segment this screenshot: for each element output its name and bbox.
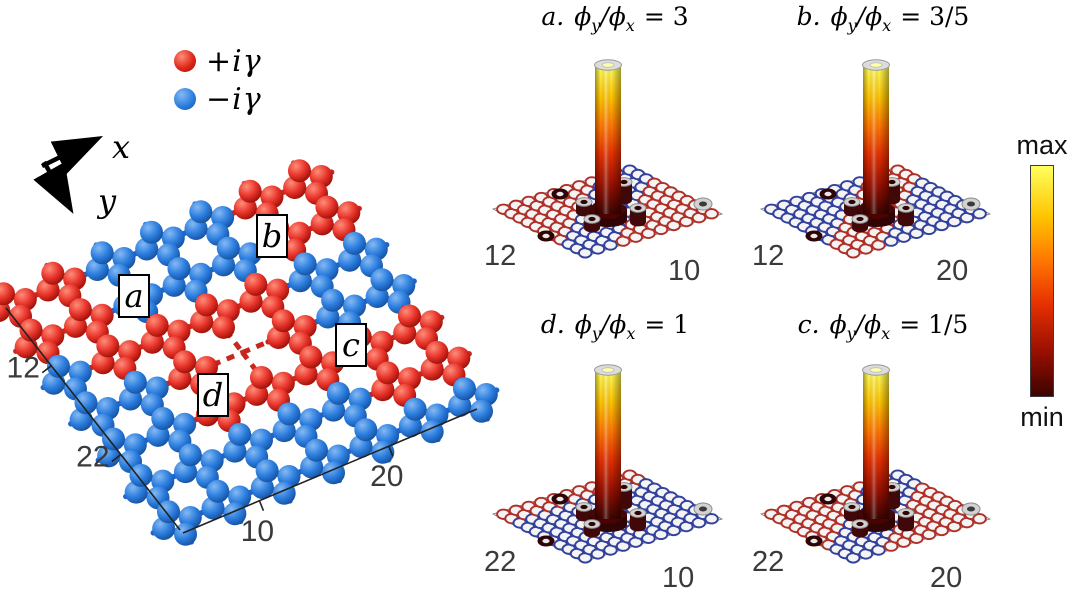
legend-row-gain: +iγ (174, 42, 262, 80)
lattice-cluster (62, 298, 116, 344)
subplot-b-title: b. ϕy/ϕx = 3/5 (796, 2, 970, 35)
site-label-a: a (118, 274, 150, 318)
subplot-a-index: a. (541, 2, 565, 31)
subplot-b: b. ϕy/ϕx = 3/5 12 20 (748, 0, 1018, 296)
lattice-cluster (68, 391, 121, 437)
lattice-clusters (0, 159, 500, 546)
colorbar-min-label: min (1020, 402, 1064, 432)
lattice-cluster (172, 443, 226, 489)
lattice-cluster (347, 418, 401, 464)
subplot-c-right-tick: 20 (930, 562, 963, 594)
lattice-cluster (309, 195, 362, 242)
subplot-b-right-tick: 20 (936, 255, 969, 287)
x-axis-arrow (41, 136, 104, 174)
lattice-panel: 12 22 10 20 xy a b d c (0, 128, 500, 548)
subplot-a-flux-ratio: = 3 (643, 2, 689, 31)
svg-text:b: b (262, 217, 282, 255)
subplot-c-plot (759, 364, 992, 564)
gain-site-label: +iγ (206, 43, 262, 79)
subplot-a-left-tick: 12 (484, 240, 517, 272)
subplot-d-flux-ratio: = 1 (644, 310, 690, 339)
lattice-cluster (446, 377, 500, 423)
lattice-cluster (249, 459, 303, 505)
subplot-c-index: c. (797, 310, 820, 339)
lattice-axes: 12 22 10 20 (5, 307, 478, 548)
orientation-arrows: xy (33, 128, 130, 220)
lattice-cluster (271, 402, 324, 448)
gain-site-icon (174, 50, 196, 72)
subplot-c-flux-ratio: = 1/5 (899, 310, 969, 339)
lattice-axis-tick: 12 (7, 352, 40, 385)
subplot-a: a. ϕy/ϕx = 3 12 10 (480, 0, 750, 296)
site-label-c: c (335, 323, 367, 367)
lattice-axis-tick: 22 (76, 441, 109, 474)
lattice-cluster (144, 407, 198, 453)
loss-site-label: −iγ (206, 81, 262, 117)
subplot-b-left-tick: 12 (752, 240, 785, 272)
density-plot (491, 364, 724, 564)
lattice-cluster (314, 288, 368, 335)
svg-text:c: c (342, 326, 360, 364)
subplot-c-title: c. ϕy/ϕx = 1/5 (797, 310, 969, 343)
x-axis-label: x (112, 128, 130, 166)
subplot-b-index: b. (796, 2, 821, 31)
lattice-cluster (232, 179, 286, 226)
subplot-d-index: d. (540, 310, 565, 339)
site-label-b: b (256, 214, 288, 258)
lattice-cluster (281, 159, 335, 205)
subplot-b-plot (759, 59, 992, 259)
subplot-d-title: d. ϕy/ϕx = 1 (540, 310, 690, 343)
lattice-cluster (243, 366, 297, 412)
subplot-a-right-tick: 10 (668, 255, 701, 287)
lattice-cluster (40, 354, 94, 401)
lattice-cluster (237, 272, 291, 319)
lattice-cluster (150, 500, 204, 546)
subplot-d: d. ϕy/ϕx = 1 22 10 (480, 300, 750, 596)
svg-text:d: d (203, 376, 223, 414)
lattice-cluster (182, 200, 236, 246)
legend: +iγ −iγ (174, 42, 262, 118)
density-plot (759, 364, 992, 564)
site-label-d: d (197, 373, 229, 417)
density-plot (759, 59, 992, 259)
subplot-a-plot (491, 59, 724, 259)
lattice-cluster (188, 293, 242, 339)
legend-row-loss: −iγ (174, 80, 262, 118)
lattice-axis-tick: 20 (370, 460, 403, 493)
lattice-cluster (397, 397, 451, 444)
subplot-d-left-tick: 22 (484, 546, 517, 578)
lattice-cluster (13, 318, 66, 365)
y-axis-arrow (33, 160, 74, 214)
colorbar-max-label: max (1016, 130, 1068, 160)
subplot-d-right-tick: 10 (662, 562, 695, 594)
subplot-d-plot (491, 364, 724, 564)
lattice-axis-tick: 10 (241, 515, 274, 548)
lattice-cluster (336, 231, 390, 278)
y-axis-label: y (96, 182, 117, 220)
density-plot (491, 59, 724, 259)
lattice-cluster (133, 220, 187, 267)
colorbar-gradient-bar (1030, 165, 1054, 397)
subplot-c-left-tick: 22 (752, 546, 785, 578)
lattice-cluster (265, 309, 319, 355)
subplot-b-flux-ratio: = 3/5 (900, 2, 970, 31)
lattice-cluster (391, 304, 445, 351)
lattice-cluster (298, 438, 352, 485)
lattice-cluster (89, 334, 143, 380)
lattice-cluster (139, 313, 193, 360)
loss-site-icon (174, 88, 196, 110)
subplot-c: c. ϕy/ϕx = 1/5 22 20 (748, 300, 1018, 596)
lattice-cluster (221, 422, 275, 469)
lattice-cluster (84, 241, 138, 287)
colorbar: max min (1008, 130, 1076, 432)
lattice-cluster (320, 381, 374, 428)
svg-text:a: a (124, 277, 143, 315)
subplot-a-title: a. ϕy/ϕx = 3 (541, 2, 689, 35)
